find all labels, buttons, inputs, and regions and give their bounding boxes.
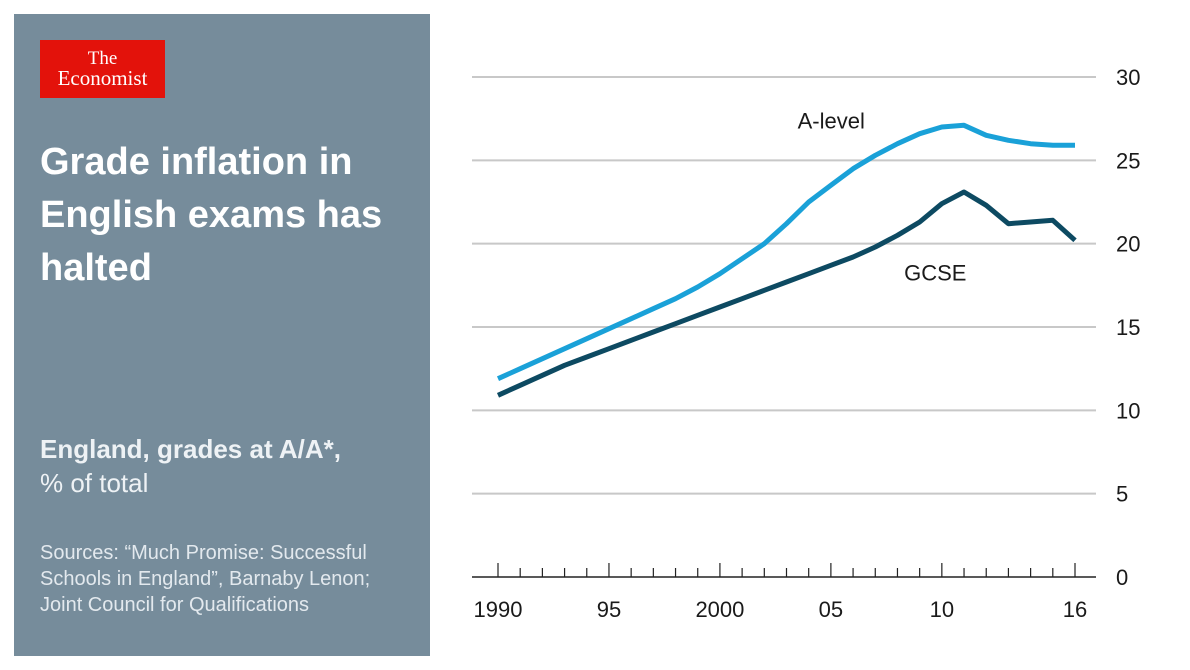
x-axis	[497, 563, 1076, 577]
y-tick-label-15: 15	[1116, 315, 1140, 340]
subtitle-measure: England, grades at A/A*,	[40, 434, 341, 464]
logo-line2: Economist	[57, 66, 148, 90]
x-tick-label-1995: 95	[597, 597, 621, 622]
y-tick-label-20: 20	[1116, 232, 1140, 257]
x-tick-label-2010: 10	[930, 597, 954, 622]
y-tick-label-25: 25	[1116, 148, 1140, 173]
x-tick-label-2005: 05	[819, 597, 843, 622]
y-tick-label-5: 5	[1116, 482, 1128, 507]
economist-logo: The Economist	[40, 40, 165, 98]
y-tick-label-0: 0	[1116, 565, 1128, 590]
x-tick-label-2000: 2000	[695, 597, 744, 622]
chart-subtitle: England, grades at A/A*, % of total	[40, 432, 400, 500]
subtitle-unit: % of total	[40, 468, 149, 498]
logo-line1: The	[87, 48, 118, 69]
sources-note: Sources: “Much Promise: Successful Schoo…	[40, 542, 371, 616]
series-line-a-level	[496, 122, 1075, 381]
x-tick-label-2016: 16	[1063, 597, 1087, 622]
series-label-a-level: A-level	[798, 109, 865, 134]
gridlines	[472, 76, 1096, 578]
series-label-gcse: GCSE	[904, 260, 966, 285]
x-tick-label-1990: 1990	[474, 597, 523, 622]
chart-headline: Grade inflation in English exams has hal…	[40, 141, 383, 289]
y-tick-label-10: 10	[1116, 398, 1140, 423]
series-lines	[496, 122, 1077, 398]
side-panel	[14, 14, 430, 656]
series-line-gcse	[496, 189, 1077, 398]
y-tick-label-30: 30	[1116, 65, 1140, 90]
